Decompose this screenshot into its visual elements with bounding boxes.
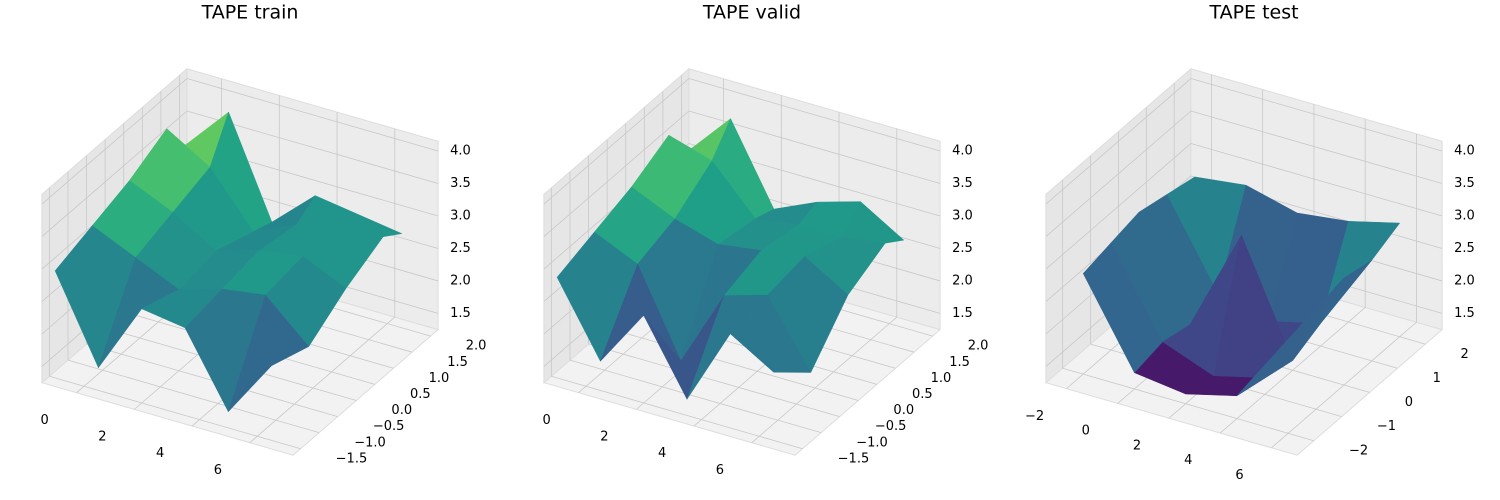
z-tick-label: 2.0	[952, 273, 973, 288]
chart-title: TAPE test	[1208, 2, 1298, 24]
grid-line	[1045, 78, 1192, 205]
grid-line	[249, 316, 396, 444]
z-tick-label: 4.0	[450, 144, 471, 159]
z-tick-label: 2.5	[1454, 241, 1475, 256]
grid-line	[1045, 110, 1192, 237]
z-tick-label: 4.0	[1454, 144, 1475, 159]
grid-line	[1062, 367, 1314, 442]
grid-line	[607, 327, 859, 401]
x-tick-label: 2	[1133, 438, 1141, 453]
x-tick-label: 2	[98, 430, 106, 445]
z-tick-label: 3.5	[952, 176, 973, 191]
z-tick-label: 3.0	[450, 208, 471, 223]
y-tick-label: −0.5	[875, 419, 907, 434]
grid-line	[588, 343, 840, 417]
y-tick-label: −1.0	[354, 435, 386, 450]
surface-cell	[228, 294, 310, 412]
x-tick-label: 6	[1235, 468, 1243, 483]
y-tick-label: −2	[1349, 443, 1368, 458]
y-tick-label: 2.0	[466, 339, 487, 354]
surface-cell	[1236, 308, 1317, 397]
y-tick-label: 1.0	[931, 371, 952, 386]
z-tick-label: 2.5	[450, 241, 471, 256]
grid-line	[186, 78, 439, 152]
z-tick-label: 2.0	[1454, 273, 1475, 288]
y-tick-label: −1	[1377, 419, 1396, 434]
grid-line	[41, 78, 188, 205]
y-tick-label: −1.5	[336, 451, 368, 466]
z-tick-label: 2.0	[450, 273, 471, 288]
grid-line	[67, 359, 320, 434]
x-tick-label: −2	[1025, 409, 1044, 424]
y-tick-label: 2	[1460, 347, 1468, 362]
y-tick-label: −1.5	[838, 451, 870, 466]
grid-line	[551, 375, 803, 450]
grid-line	[543, 110, 690, 237]
grid-line	[688, 78, 941, 152]
z-tick-label: 1.5	[1454, 306, 1475, 321]
grid-line	[751, 316, 898, 444]
z-tick-label: 3.5	[1454, 176, 1475, 191]
y-tick-label: 0.5	[410, 387, 431, 402]
grid-line	[49, 375, 301, 450]
z-tick-label: 1.5	[450, 306, 471, 321]
y-tick-label: 0	[1405, 395, 1413, 410]
x-tick-label: 0	[41, 413, 49, 428]
z-tick-label: 1.5	[952, 306, 973, 321]
y-tick-label: 1	[1433, 371, 1441, 386]
y-tick-label: 2.0	[968, 339, 989, 354]
z-tick-label: 4.0	[952, 144, 973, 159]
y-tick-label: 1.5	[949, 355, 970, 370]
z-tick-label: 2.5	[952, 241, 973, 256]
x-tick-label: 2	[600, 430, 608, 445]
y-tick-label: 0.0	[391, 403, 412, 418]
surface-cell	[729, 294, 812, 373]
x-tick-label: 6	[214, 463, 222, 478]
grid-line	[1190, 78, 1443, 152]
surface-cell	[1082, 242, 1163, 374]
z-tick-label: 3.5	[450, 176, 471, 191]
grid-line	[1190, 110, 1443, 184]
x-tick-label: 4	[1184, 453, 1192, 468]
chart-title: TAPE valid	[702, 2, 801, 24]
x-tick-label: 4	[156, 446, 164, 461]
z-tick-label: 3.0	[952, 208, 973, 223]
x-tick-label: 0	[1082, 424, 1090, 439]
x-tick-label: 6	[716, 463, 724, 478]
x-tick-label: 0	[543, 413, 551, 428]
y-tick-label: 0.5	[912, 387, 933, 402]
y-tick-label: 1.5	[447, 355, 468, 370]
y-tick-label: 1.0	[429, 371, 450, 386]
grid-line	[1190, 143, 1443, 217]
chart-title: TAPE train	[201, 2, 299, 24]
grid-line	[543, 78, 690, 205]
grid-line	[1045, 143, 1192, 270]
z-tick-label: 3.0	[1454, 208, 1475, 223]
y-tick-label: 0.0	[893, 403, 914, 418]
x-tick-label: 4	[658, 446, 666, 461]
grid-line	[569, 359, 822, 434]
y-tick-label: −0.5	[373, 419, 405, 434]
grid-line	[41, 110, 188, 237]
y-tick-label: −1.0	[856, 435, 888, 450]
